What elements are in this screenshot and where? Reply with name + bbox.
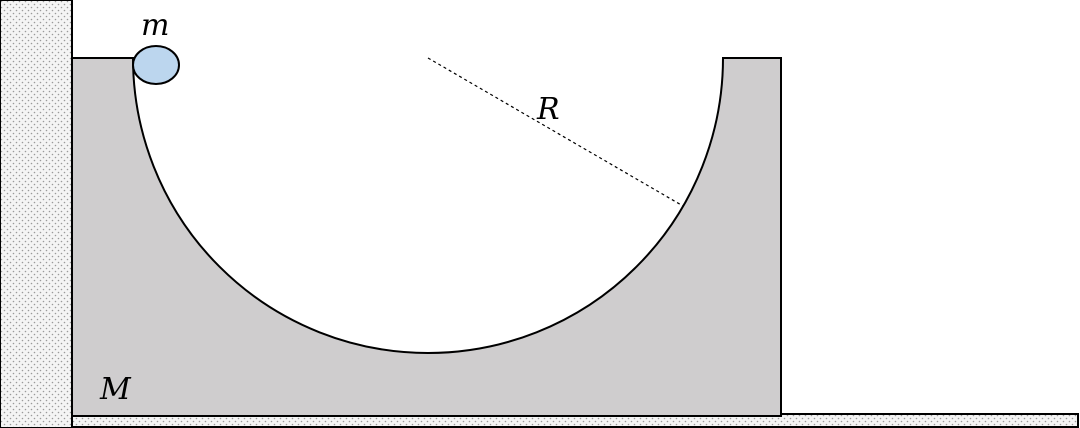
vertical-wall [0, 0, 73, 428]
label-block-mass: M [99, 372, 132, 407]
groove-block [71, 57, 782, 417]
label-radius: R [536, 92, 560, 127]
small-ball [132, 45, 180, 85]
label-small-mass: m [141, 8, 169, 43]
radius-line [427, 57, 684, 207]
